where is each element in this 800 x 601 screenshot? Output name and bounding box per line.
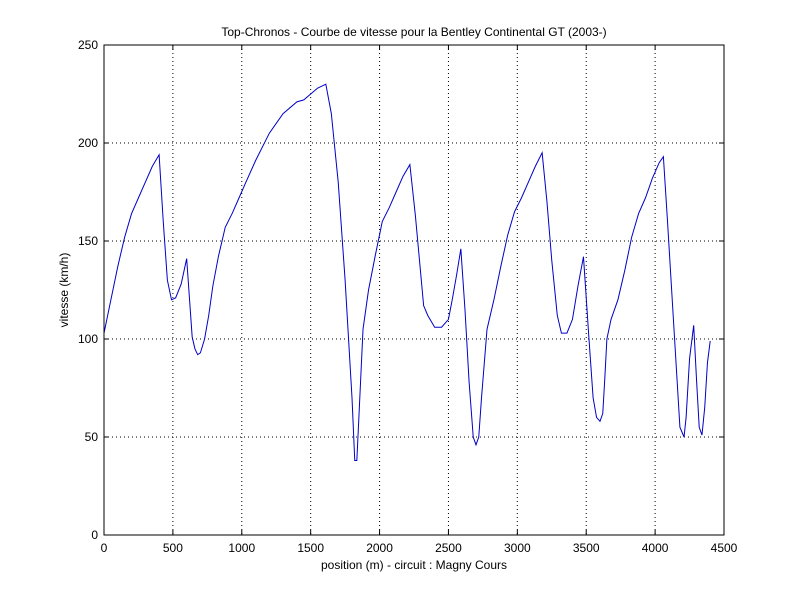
x-tick-label: 0 [101,541,108,555]
chart-title: Top-Chronos - Courbe de vitesse pour la … [221,25,606,39]
y-tick-label: 50 [85,430,99,444]
x-axis-label: position (m) - circuit : Magny Cours [321,558,507,572]
x-tick-label: 4500 [711,541,738,555]
y-tick-label: 200 [78,136,98,150]
tick-layer: 0 500 1000 1500 2000 2500 3000 3500 4000 4500 0 50 1… [78,38,738,555]
x-tick-label: 3500 [573,541,600,555]
x-tick-label: 500 [163,541,183,555]
y-tick-label: 100 [78,332,98,346]
grid-layer [104,45,724,535]
y-tick-label: 150 [78,234,98,248]
x-tick-label: 2000 [366,541,393,555]
y-tick-label: 250 [78,38,98,52]
y-tick-label: 0 [91,528,98,542]
y-axis-label: vitesse (km/h) [57,253,71,328]
x-tick-label: 2500 [435,541,462,555]
speed-line [103,83,711,462]
plot-area-frame [103,44,725,536]
x-tick-label: 1000 [228,541,255,555]
x-tick-label: 3000 [504,541,531,555]
x-tick-label: 4000 [642,541,669,555]
x-tick-label: 1500 [297,541,324,555]
